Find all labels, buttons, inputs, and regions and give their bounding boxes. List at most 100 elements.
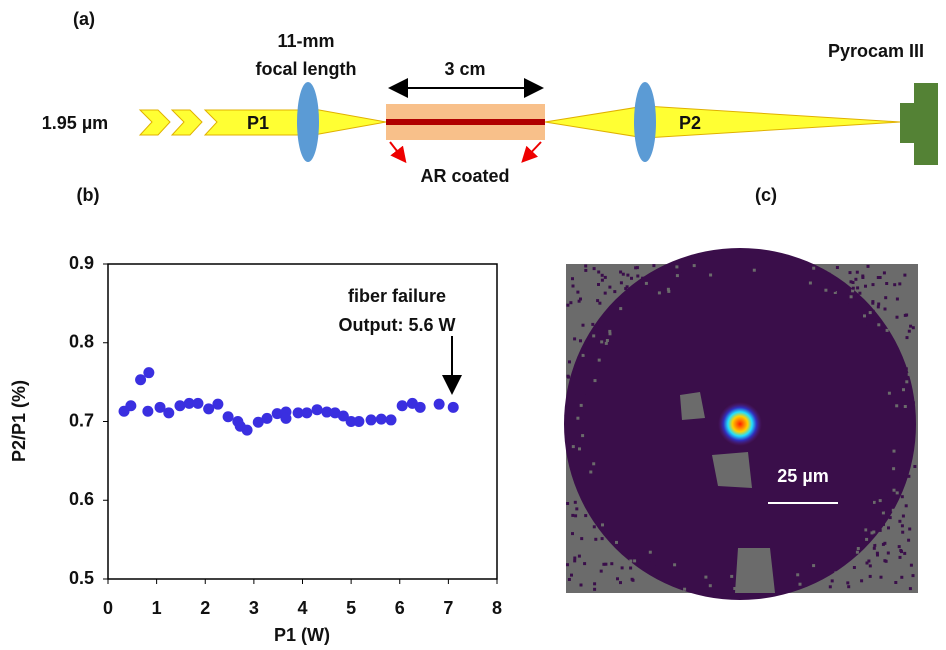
speckle bbox=[886, 551, 890, 555]
speckle bbox=[867, 528, 871, 532]
speckle bbox=[849, 280, 853, 284]
speckle bbox=[656, 550, 660, 554]
speckle bbox=[616, 577, 619, 581]
speckle bbox=[570, 393, 574, 396]
speckle bbox=[620, 566, 624, 570]
speckle bbox=[883, 307, 887, 311]
speckle bbox=[808, 281, 812, 285]
speckle bbox=[584, 514, 588, 518]
speckle bbox=[578, 447, 581, 451]
point bbox=[396, 400, 408, 412]
speckle bbox=[601, 523, 604, 527]
camera bbox=[914, 83, 938, 165]
speckle bbox=[891, 394, 895, 398]
speckle bbox=[762, 265, 766, 269]
speckle bbox=[709, 273, 713, 277]
speckle bbox=[583, 419, 587, 423]
x-tick-label: 8 bbox=[492, 598, 502, 618]
x-tick-label: 1 bbox=[152, 598, 162, 618]
beam-chevron bbox=[170, 109, 203, 136]
speckle bbox=[619, 307, 623, 311]
speckle bbox=[887, 487, 891, 491]
speckle bbox=[863, 314, 866, 318]
speckle bbox=[805, 569, 809, 573]
speckle bbox=[630, 527, 634, 531]
speckle bbox=[899, 419, 903, 423]
panel-label: (a) bbox=[73, 9, 95, 29]
speckle bbox=[871, 301, 875, 305]
speckle bbox=[908, 409, 912, 413]
speckle bbox=[909, 563, 913, 567]
speckle bbox=[714, 274, 718, 278]
speckle bbox=[897, 545, 901, 549]
speckle bbox=[856, 286, 860, 290]
speckle bbox=[865, 537, 869, 541]
speckle bbox=[881, 511, 885, 515]
speckle bbox=[907, 538, 911, 542]
speckle bbox=[597, 283, 600, 286]
lens bbox=[634, 82, 656, 162]
speckle bbox=[598, 301, 602, 305]
speckle bbox=[830, 579, 834, 583]
speckle bbox=[638, 302, 642, 306]
speckle bbox=[597, 358, 601, 362]
speckle bbox=[884, 296, 888, 300]
point bbox=[142, 405, 154, 417]
point bbox=[203, 403, 215, 415]
speckle bbox=[600, 273, 604, 277]
beam bbox=[307, 107, 387, 137]
speckle bbox=[692, 264, 696, 268]
length-label: 3 cm bbox=[444, 59, 485, 79]
speckle bbox=[851, 286, 855, 290]
speckle bbox=[597, 270, 601, 274]
power-label: P2 bbox=[679, 113, 701, 133]
speckle bbox=[907, 474, 911, 478]
annotation: fiber failure bbox=[348, 286, 446, 306]
speckle bbox=[733, 587, 737, 590]
plot-frame bbox=[107, 263, 498, 580]
speckle bbox=[812, 266, 816, 270]
beam-image: 25 µm bbox=[564, 248, 918, 600]
speckle bbox=[866, 264, 870, 268]
point bbox=[212, 398, 224, 410]
speckle bbox=[633, 300, 636, 304]
speckle bbox=[575, 507, 579, 511]
setup-diagram: (a) 1.95 µm P1 11-mm focal length 3 cm A… bbox=[42, 9, 938, 205]
speckle bbox=[566, 303, 570, 307]
speckle bbox=[604, 341, 608, 345]
speckle bbox=[903, 313, 907, 317]
speckle bbox=[868, 574, 872, 578]
image-speckle bbox=[566, 264, 917, 591]
speckle bbox=[870, 531, 874, 535]
x-axis-title: P1 (W) bbox=[274, 625, 330, 645]
speckle bbox=[600, 537, 604, 541]
x-tick-label: 4 bbox=[297, 598, 307, 618]
speckle bbox=[895, 315, 899, 319]
speckle bbox=[876, 553, 879, 557]
speckle bbox=[600, 278, 604, 282]
speckle bbox=[871, 300, 875, 304]
speckle bbox=[607, 501, 611, 504]
speckle bbox=[667, 289, 671, 293]
speckle bbox=[895, 454, 899, 457]
speckle bbox=[647, 558, 651, 562]
speckle bbox=[880, 508, 884, 512]
speckle bbox=[571, 532, 574, 536]
speckle bbox=[887, 495, 891, 499]
power-label: P1 bbox=[247, 113, 269, 133]
speckle bbox=[901, 530, 905, 534]
speckle bbox=[852, 566, 856, 569]
speckle bbox=[593, 587, 597, 591]
speckle bbox=[595, 371, 599, 375]
speckle bbox=[648, 550, 652, 554]
speckle bbox=[619, 581, 622, 585]
speckle bbox=[905, 380, 909, 384]
point bbox=[241, 424, 253, 436]
speckle bbox=[635, 266, 639, 270]
point bbox=[261, 412, 273, 424]
camera bbox=[900, 103, 914, 143]
point bbox=[311, 404, 323, 416]
speckle bbox=[581, 353, 585, 357]
point bbox=[280, 412, 292, 424]
speckle bbox=[608, 332, 612, 336]
